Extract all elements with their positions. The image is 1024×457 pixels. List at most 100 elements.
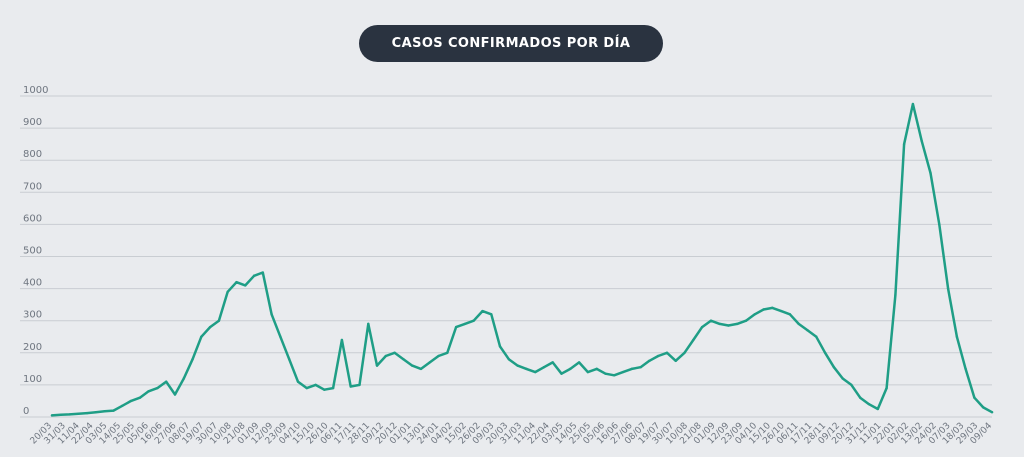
data-point: [859, 396, 862, 399]
y-tick-label: 700: [23, 181, 42, 192]
data-point: [156, 386, 159, 390]
chart-title: CASOS CONFIRMADOS POR DÍA: [359, 25, 663, 62]
y-tick-label: 600: [23, 213, 42, 224]
data-point: [630, 367, 634, 371]
data-point: [419, 367, 423, 371]
data-point: [314, 383, 317, 387]
data-point: [929, 171, 932, 175]
data-point: [613, 374, 616, 377]
data-point: [902, 142, 906, 146]
data-point: [586, 370, 590, 374]
data-point: [806, 329, 809, 332]
data-point: [542, 366, 546, 369]
data-point: [797, 322, 800, 326]
y-tick-label: 900: [23, 117, 42, 128]
y-tick-label: 0: [23, 406, 29, 417]
data-point: [727, 324, 730, 327]
data-point: [982, 406, 985, 409]
data-point: [560, 372, 563, 375]
data-point: [446, 351, 449, 354]
data-point: [200, 335, 203, 338]
data-point: [656, 354, 660, 358]
data-point: [112, 409, 115, 412]
data-point: [367, 322, 370, 326]
data-point: [885, 386, 888, 390]
data-point: [692, 338, 695, 342]
data-point: [516, 364, 519, 367]
data-point: [815, 335, 818, 338]
data-point: [217, 319, 221, 322]
y-tick-label: 800: [23, 149, 42, 160]
data-point: [973, 396, 976, 399]
y-axis-ticks: 0 100 200 300 400 500 600 700 800 900 1000: [23, 85, 48, 417]
data-point: [841, 377, 844, 380]
data-point: [129, 399, 133, 403]
data-point: [823, 351, 827, 354]
data-point: [393, 351, 396, 354]
data-point: [990, 410, 994, 414]
data-point: [428, 361, 431, 364]
data-point: [771, 306, 774, 310]
data-point: [191, 358, 194, 361]
data-point: [138, 396, 142, 399]
data-point: [525, 367, 528, 371]
data-point: [938, 223, 941, 226]
data-point: [402, 358, 405, 361]
data-point: [384, 354, 388, 358]
data-point: [850, 383, 853, 387]
data-point: [358, 383, 361, 387]
grid-lines: [20, 95, 992, 418]
data-point: [103, 410, 106, 413]
data-point: [946, 287, 950, 290]
y-tick-label: 200: [23, 342, 42, 353]
data-point: [472, 319, 475, 322]
data-point: [498, 345, 502, 348]
data-point: [832, 366, 836, 369]
data-point: [165, 380, 168, 383]
data-point: [718, 322, 721, 326]
data-point: [454, 325, 458, 329]
data-point: [85, 411, 89, 415]
data-point: [287, 358, 291, 361]
data-point: [964, 367, 967, 371]
data-point: [68, 413, 71, 416]
data-point: [639, 366, 642, 369]
data-point: [533, 370, 537, 374]
data-point: [674, 359, 677, 363]
data-point: [279, 335, 282, 338]
data-point: [59, 413, 62, 416]
x-axis-ticks: 20/0331/0311/0422/0403/0514/0525/0505/06…: [29, 421, 995, 447]
y-tick-label: 400: [23, 278, 42, 289]
data-point: [736, 322, 739, 326]
data-point: [648, 359, 651, 363]
data-point: [244, 284, 247, 287]
data-point: [507, 358, 511, 361]
data-points: [50, 102, 994, 417]
y-tick-label: 300: [23, 310, 42, 321]
data-point: [349, 385, 352, 388]
data-point: [463, 322, 467, 326]
data-point: [709, 319, 713, 322]
data-point: [305, 386, 308, 390]
data-point: [920, 139, 923, 143]
data-point: [665, 351, 669, 354]
data-point: [867, 402, 871, 406]
data-point: [762, 308, 765, 311]
data-point: [296, 380, 300, 383]
y-tick-label: 1000: [23, 85, 48, 96]
data-point: [331, 386, 335, 390]
data-point: [323, 388, 326, 391]
data-point: [753, 313, 757, 316]
data-point: [788, 313, 792, 316]
data-point: [375, 364, 379, 367]
data-point: [410, 364, 414, 367]
data-point: [208, 325, 212, 329]
data-point: [569, 367, 572, 371]
data-point: [252, 274, 256, 277]
data-point: [121, 404, 124, 407]
data-point: [683, 351, 686, 354]
data-point: [551, 361, 554, 364]
data-point: [621, 370, 625, 374]
data-point: [577, 361, 581, 364]
